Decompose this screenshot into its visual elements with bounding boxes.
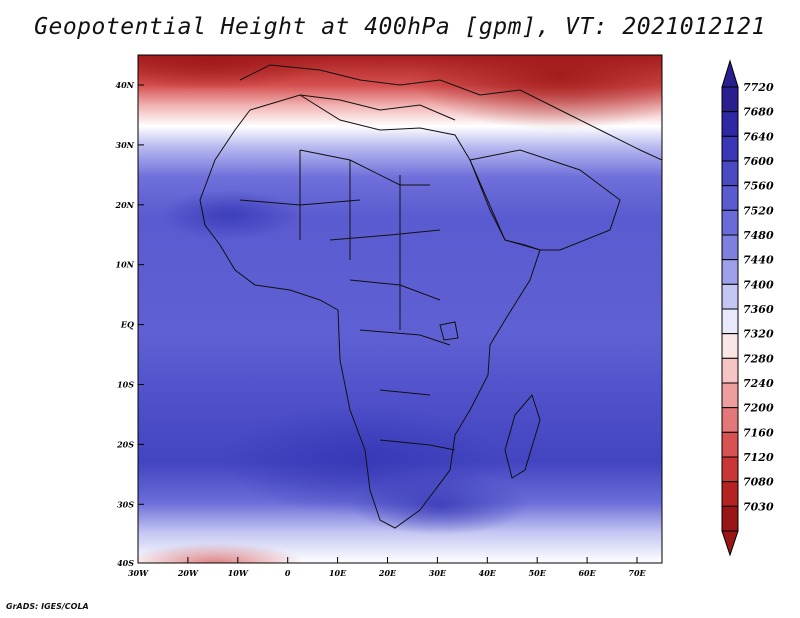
lat-label: EQ — [120, 320, 134, 330]
colorbar-label: 7440 — [743, 254, 774, 267]
colorbar-label: 7360 — [743, 303, 774, 316]
latitude-axis: 40N 30N 20N 10N EQ 10S 20S 30S 40S — [115, 80, 144, 568]
colorbar-label: 7320 — [743, 328, 774, 341]
lon-label: 0 — [285, 568, 291, 578]
colorbar-label: 7120 — [743, 451, 774, 464]
colorbar-segment — [721, 111, 739, 137]
colorbar-segment — [721, 283, 739, 310]
credit-text: GrADS: IGES/COLA — [6, 602, 89, 611]
colorbar-min-arrow — [721, 530, 739, 557]
lat-label: 40N — [116, 80, 135, 90]
map-frame — [137, 54, 663, 564]
colorbar-segment — [721, 308, 739, 335]
lon-label: 30E — [429, 568, 447, 578]
coastlines — [199, 64, 662, 529]
colorbar-label: 7600 — [743, 155, 774, 168]
arabia-coastline — [469, 149, 621, 251]
colorbar-segment — [721, 407, 739, 433]
madagascar-coastline — [504, 393, 541, 479]
colorbar-segment — [721, 333, 739, 359]
colorbar-label: 7520 — [743, 204, 774, 217]
map-title: Geopotential Height at 400hPa [gpm], VT:… — [34, 14, 766, 40]
country-borders — [239, 149, 456, 451]
colorbar-label: 7720 — [743, 81, 774, 94]
lake-victoria — [439, 321, 459, 341]
colorbar-label: 7640 — [743, 130, 774, 143]
lon-label: 60E — [578, 568, 596, 578]
colorbar-segment — [721, 259, 739, 285]
africa-coastline — [199, 94, 541, 529]
colorbar-segment — [721, 382, 739, 409]
colorbar-segment — [721, 185, 739, 211]
lon-label: 40E — [479, 568, 497, 578]
colorbar-label: 7030 — [743, 500, 774, 513]
lon-label: 10W — [228, 568, 249, 578]
colorbar-label: 7480 — [743, 229, 774, 242]
lat-label: 20N — [115, 200, 135, 210]
colorbar-label: 7280 — [743, 352, 774, 365]
longitude-axis: 30W 20W 10W 0 10E 20E 30E 40E 50E 60E 70E — [128, 557, 647, 578]
lon-label: 50E — [529, 568, 547, 578]
lon-label: 10E — [329, 568, 347, 578]
lon-label: 70E — [628, 568, 646, 578]
lon-label: 20E — [378, 568, 397, 578]
colorbar-segment — [721, 431, 739, 458]
lat-label: 20S — [116, 439, 134, 449]
colorbar-label: 7080 — [743, 476, 774, 489]
colorbar-segment — [721, 234, 739, 261]
lat-label: 10S — [117, 380, 134, 390]
colorbar-label: 7160 — [743, 426, 774, 439]
colorbar-segment — [721, 357, 739, 384]
colorbar-segment — [721, 456, 739, 483]
colorbar-segment — [721, 160, 739, 187]
colorbar-label: 7400 — [743, 278, 774, 291]
colorbar: 7720 7680 7640 7600 7560 7520 7480 7440 7400 7360… — [721, 59, 774, 557]
lon-label: 20W — [177, 568, 199, 578]
lat-label: 40S — [117, 558, 134, 568]
colorbar-segment — [721, 209, 739, 236]
colorbar-label: 7680 — [743, 106, 774, 119]
colorbar-segment — [721, 481, 739, 507]
mediterranean-north — [299, 94, 456, 121]
lat-label: 30S — [117, 499, 134, 509]
lat-label: 10N — [116, 260, 135, 270]
lat-label: 30N — [116, 140, 135, 150]
colorbar-segment — [721, 135, 739, 162]
europe-coastline — [239, 64, 662, 161]
colorbar-label: 7240 — [743, 377, 774, 390]
lon-label: 30W — [128, 568, 149, 578]
colorbar-label: 7560 — [743, 180, 774, 193]
colorbar-segment — [721, 505, 739, 532]
colorbar-max-arrow — [721, 59, 739, 88]
colorbar-segment — [721, 86, 739, 113]
colorbar-label: 7200 — [743, 402, 774, 415]
